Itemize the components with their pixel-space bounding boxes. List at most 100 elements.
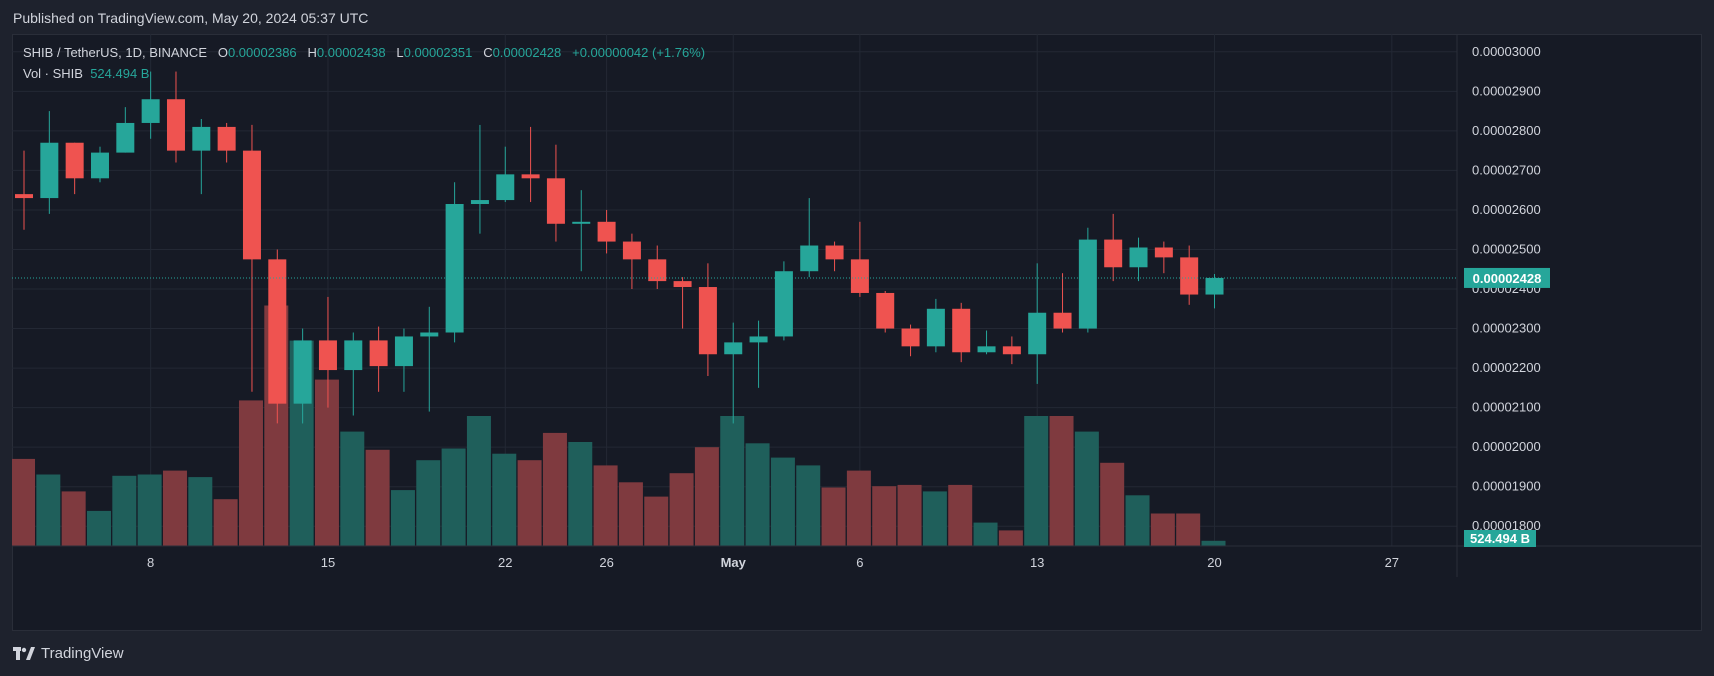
candle-body: [1180, 257, 1199, 295]
candle-body: [40, 142, 59, 199]
volume-bar: [618, 482, 643, 546]
candle-body: [369, 340, 388, 367]
volume-bar: [720, 416, 745, 546]
change-value: +0.00000042 (+1.76%): [572, 45, 706, 60]
volume-bar: [542, 432, 567, 546]
x-tick-label: 8: [147, 555, 154, 570]
x-tick-label: 15: [321, 555, 335, 570]
axes: 0.00001800 0.00001900 0.00002000 0.00002100…: [12, 34, 1702, 577]
volume-bar: [846, 470, 871, 546]
volume-bar: [188, 477, 213, 546]
volume-bar: [238, 400, 263, 546]
high-label: H: [307, 45, 317, 60]
low-label: L: [396, 45, 404, 60]
published-header: Published on TradingView.com, May 20, 20…: [13, 10, 369, 26]
y-tick-label: 0.00002100: [1472, 400, 1541, 415]
volume-bar: [1024, 416, 1049, 546]
volume-bar: [36, 474, 61, 546]
x-tick-label: 26: [599, 555, 613, 570]
candle-body: [673, 281, 692, 288]
footer-brand[interactable]: TradingView: [13, 645, 124, 662]
volume-bar: [897, 484, 922, 546]
candle-body: [420, 332, 439, 337]
volume-bar: [1150, 513, 1175, 546]
candles: [15, 71, 1224, 424]
candle-body: [1028, 312, 1047, 355]
x-tick-label: 13: [1030, 555, 1044, 570]
last-price-tag: [1464, 267, 1550, 288]
candle-body: [116, 122, 135, 153]
symbol-legend: SHIB / TetherUS, 1D, BINANCE O0.00002386…: [23, 45, 705, 60]
open-value: 0.00002386: [227, 45, 297, 60]
candle-body: [521, 174, 540, 179]
last-price-label: 0.00002428: [1473, 271, 1542, 286]
candle-body: [1205, 277, 1224, 295]
symbol-title[interactable]: SHIB / TetherUS, 1D, BINANCE: [23, 45, 207, 60]
volume-bar: [593, 465, 618, 546]
volume-bar: [390, 490, 415, 546]
candle-body: [1002, 346, 1021, 355]
candle-body: [800, 245, 819, 272]
volume-bar: [213, 499, 238, 546]
y-tick-label: 0.00002000: [1472, 439, 1541, 454]
candle-body: [572, 221, 591, 224]
y-tick-label: 0.00001900: [1472, 479, 1541, 494]
volume-bar: [568, 442, 593, 546]
close-value: 0.00002428: [492, 45, 562, 60]
candle-body: [698, 287, 717, 355]
volume-bar: [340, 431, 365, 546]
candle-body: [724, 342, 743, 355]
candle-body: [394, 336, 413, 367]
y-tick-label: 0.00002200: [1472, 360, 1541, 375]
candlestick-chart[interactable]: 0.00001800 0.00001900 0.00002000 0.00002100…: [12, 34, 1702, 631]
y-tick-label: 0.00002900: [1472, 83, 1541, 98]
volume-bar: [922, 491, 947, 546]
x-tick-label: 22: [498, 555, 512, 570]
volume-bar: [644, 496, 669, 546]
candle-body: [952, 308, 971, 353]
candle-body: [546, 178, 565, 224]
candle-body: [850, 259, 869, 293]
x-tick-label: 20: [1207, 555, 1221, 570]
x-tick-label: May: [721, 555, 747, 570]
candle-body: [648, 259, 667, 282]
volume-bar: [1201, 540, 1226, 546]
volume-bar: [872, 486, 897, 546]
candle-body: [1078, 239, 1097, 329]
volume-bar: [365, 449, 390, 546]
candle-body: [825, 245, 844, 260]
volume-bar: [796, 465, 821, 546]
volume-bar: [745, 443, 770, 546]
y-tick-label: 0.00003000: [1472, 44, 1541, 59]
candle-body: [90, 152, 109, 179]
candle-body: [445, 204, 464, 333]
last-volume-tag: [1464, 530, 1536, 547]
candle-body: [901, 328, 920, 347]
volume-bar: [669, 473, 694, 546]
volume-bar: [517, 460, 542, 546]
candle-body: [470, 200, 489, 205]
volume-bar: [821, 487, 846, 546]
candle-body: [15, 194, 33, 199]
candle-body: [192, 126, 211, 151]
volume-value: 524.494 B: [90, 66, 150, 81]
candle-body: [1154, 247, 1173, 258]
candle-body: [597, 221, 616, 242]
volume-bar: [416, 460, 441, 546]
volume-bar: [1125, 495, 1150, 546]
volume-bar: [770, 457, 795, 546]
candle-body: [774, 271, 793, 337]
volume-bar: [1074, 431, 1099, 546]
volume-label[interactable]: Vol · SHIB: [23, 66, 83, 81]
volume-bar: [694, 447, 719, 546]
volume-bar: [112, 475, 137, 546]
candle-body: [65, 142, 84, 179]
candle-body: [1129, 247, 1148, 268]
candle-body: [622, 241, 641, 260]
high-value: 0.00002438: [316, 45, 386, 60]
y-tick-label: 0.00002600: [1472, 202, 1541, 217]
x-tick-label: 6: [856, 555, 863, 570]
candle-body: [141, 99, 160, 123]
candle-body: [318, 340, 337, 371]
y-tick-label: 0.00002700: [1472, 162, 1541, 177]
